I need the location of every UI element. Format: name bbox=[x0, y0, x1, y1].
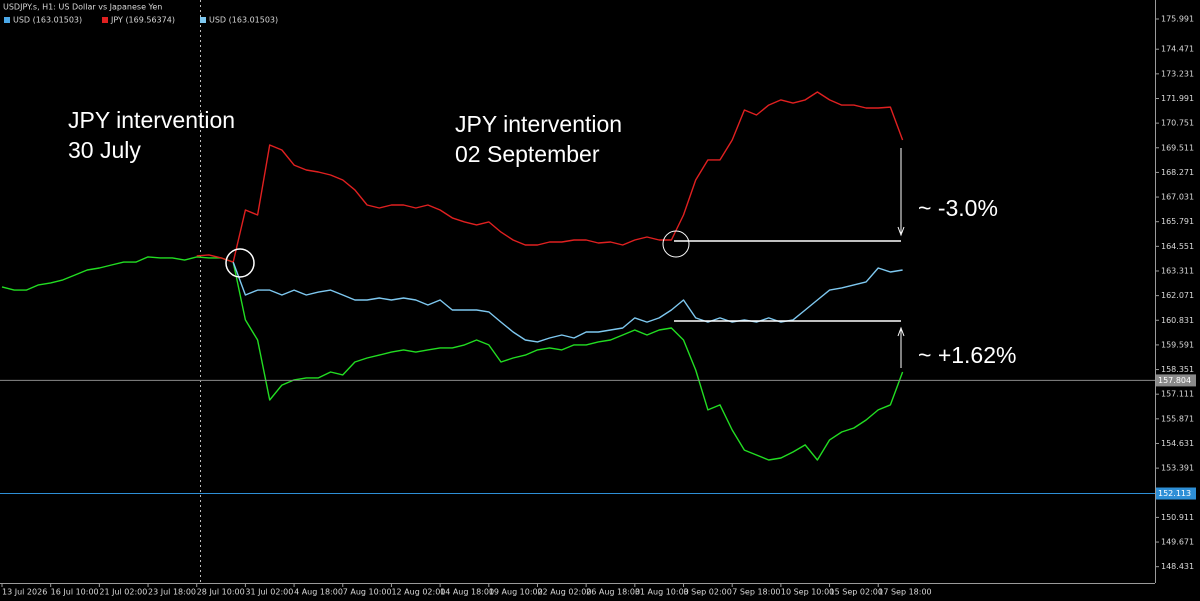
y-tick-label: 149.671 bbox=[1161, 538, 1194, 547]
series-line bbox=[196, 91, 904, 263]
x-tick-label: 10 Sep 10:00 bbox=[781, 588, 834, 597]
annotation: JPY intervention bbox=[455, 111, 622, 137]
price-label: 152.113 bbox=[1158, 489, 1191, 498]
annotation: ~ +1.62% bbox=[918, 342, 1016, 368]
x-tick-label: 22 Aug 02:00 bbox=[537, 588, 591, 597]
x-tick-label: 4 Aug 18:00 bbox=[294, 588, 343, 597]
price-label-box bbox=[1156, 374, 1196, 387]
x-tick-label: 21 Jul 02:00 bbox=[99, 588, 147, 597]
y-tick-label: 159.591 bbox=[1161, 340, 1194, 349]
highlight-circle bbox=[225, 248, 255, 278]
y-tick-label: 173.231 bbox=[1161, 69, 1194, 78]
y-tick-label: 167.031 bbox=[1161, 193, 1194, 202]
x-tick-label: 7 Aug 10:00 bbox=[343, 588, 392, 597]
legend-label: USD (163.01503) bbox=[13, 16, 82, 25]
y-tick-label: 169.511 bbox=[1161, 143, 1194, 152]
legend-swatch bbox=[102, 17, 108, 23]
arrow-head bbox=[897, 226, 905, 237]
x-tick-label: 26 Aug 18:00 bbox=[586, 588, 640, 597]
y-tick-label: 163.311 bbox=[1161, 266, 1194, 275]
y-tick-label: 168.271 bbox=[1161, 168, 1194, 177]
x-tick-label: 17 Sep 18:00 bbox=[878, 588, 931, 597]
highlight-circle bbox=[662, 230, 690, 258]
y-tick-label: 155.871 bbox=[1161, 414, 1194, 423]
y-tick-label: 165.791 bbox=[1161, 217, 1194, 226]
chart-title: USDJPY.s, H1: US Dollar vs Japanese Yen bbox=[3, 3, 162, 12]
annotation: JPY intervention bbox=[68, 107, 235, 133]
y-tick-label: 171.991 bbox=[1161, 94, 1194, 103]
y-tick-label: 154.631 bbox=[1161, 439, 1194, 448]
annotation: ~ -3.0% bbox=[918, 195, 998, 221]
x-tick-label: 13 Jul 2026 bbox=[2, 588, 47, 597]
legend-swatch bbox=[200, 17, 206, 23]
annotation: 30 July bbox=[68, 137, 141, 163]
annotation: 02 September bbox=[455, 141, 600, 167]
y-tick-label: 153.391 bbox=[1161, 464, 1194, 473]
series-line bbox=[1, 256, 904, 461]
y-tick-label: 150.911 bbox=[1161, 513, 1194, 522]
legend-label: JPY (169.56374) bbox=[110, 16, 175, 25]
y-tick-label: 162.071 bbox=[1161, 291, 1194, 300]
x-tick-label: 23 Jul 18:00 bbox=[148, 588, 196, 597]
price-label: 157.804 bbox=[1158, 376, 1191, 385]
y-tick-label: 164.551 bbox=[1161, 242, 1194, 251]
y-tick-label: 160.831 bbox=[1161, 316, 1194, 325]
y-tick-label: 158.351 bbox=[1161, 365, 1194, 374]
x-tick-label: 14 Aug 18:00 bbox=[440, 588, 494, 597]
x-tick-label: 15 Sep 02:00 bbox=[830, 588, 883, 597]
x-tick-label: 7 Sep 18:00 bbox=[732, 588, 780, 597]
y-tick-label: 170.751 bbox=[1161, 119, 1194, 128]
x-tick-label: 16 Jul 10:00 bbox=[51, 588, 99, 597]
price-label-box bbox=[1156, 487, 1196, 500]
x-tick-label: 28 Jul 10:00 bbox=[197, 588, 245, 597]
y-tick-label: 148.431 bbox=[1161, 562, 1194, 571]
x-tick-label: 31 Aug 10:00 bbox=[635, 588, 689, 597]
legend-label: USD (163.01503) bbox=[209, 16, 278, 25]
arrow-head bbox=[897, 326, 905, 337]
x-tick-label: 12 Aug 02:00 bbox=[391, 588, 445, 597]
legend-swatch bbox=[4, 17, 10, 23]
y-tick-label: 175.991 bbox=[1161, 14, 1194, 23]
y-tick-label: 174.471 bbox=[1161, 45, 1194, 54]
annotation-marks bbox=[225, 148, 905, 368]
x-tick-label: 19 Aug 10:00 bbox=[489, 588, 543, 597]
x-tick-label: 3 Sep 02:00 bbox=[684, 588, 732, 597]
x-tick-label: 31 Jul 02:00 bbox=[245, 588, 293, 597]
y-tick-label: 157.111 bbox=[1161, 390, 1194, 399]
